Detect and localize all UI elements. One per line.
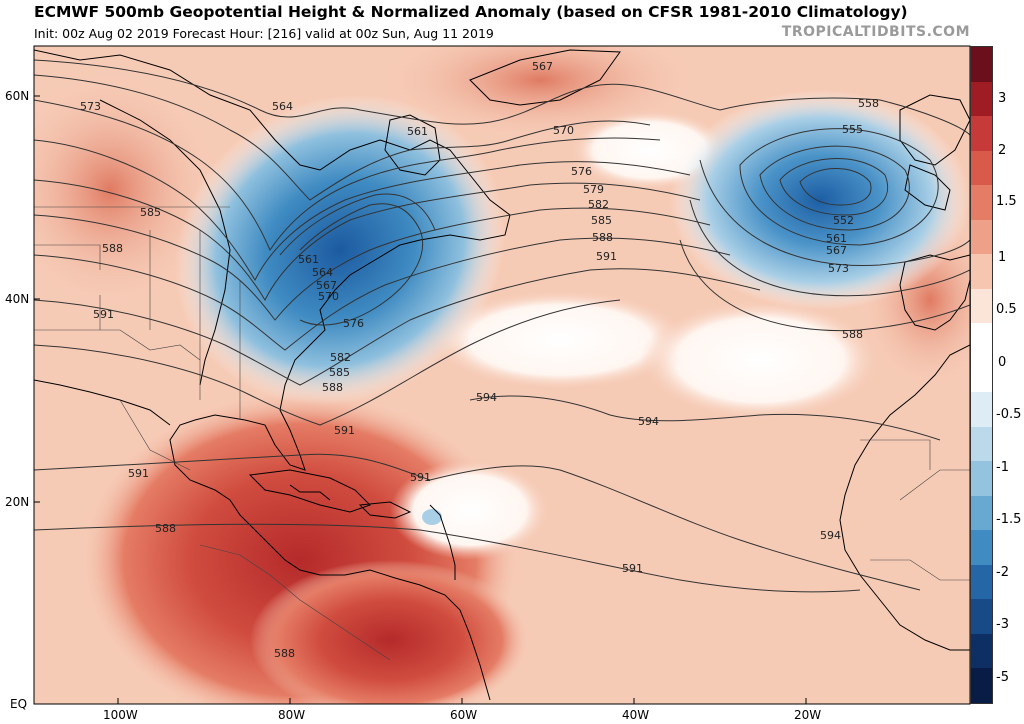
contour-label: 594 (820, 529, 841, 542)
colorbar-label-neg2: -2 (996, 565, 1009, 580)
contour-label: 573 (80, 100, 101, 113)
contour-label: 558 (858, 97, 879, 110)
colorbar-segment (971, 564, 992, 600)
contour-label: 567 (826, 244, 847, 257)
colorbar-label-neg5: -5 (996, 670, 1009, 685)
colorbar-segment (971, 633, 992, 669)
lon-label-60w: 60W (450, 708, 478, 722)
contour-label: 585 (329, 366, 350, 379)
lon-label-100w: 100W (103, 708, 138, 722)
contour-label: 555 (842, 123, 863, 136)
colorbar-segment (971, 288, 992, 324)
contour-label: 588 (592, 231, 613, 244)
lat-label-60n: 60N (5, 89, 30, 103)
colorbar-segment (971, 81, 992, 117)
colorbar-segment (971, 219, 992, 255)
contour-label: 561 (407, 125, 428, 138)
coastlines (34, 49, 970, 701)
colorbar-label-1: 1 (998, 250, 1007, 265)
colorbar-segment (971, 150, 992, 186)
colorbar-segment (971, 392, 992, 428)
colorbar-label-0.5: 0.5 (996, 302, 1017, 317)
colorbar-label-0: 0 (998, 355, 1007, 370)
contour-label: 561 (298, 253, 319, 266)
colorbar-label-1.5: 1.5 (996, 194, 1017, 209)
small-blue-spot (422, 509, 442, 525)
lon-label-80w: 80W (278, 708, 306, 722)
colorbar-label-neg1.5: -1.5 (996, 512, 1022, 527)
contour-label: 591 (596, 250, 617, 263)
contour-label: 570 (553, 124, 574, 137)
contour-label: 591 (410, 471, 431, 484)
colorbar (970, 46, 993, 704)
neutral-area-central (430, 290, 690, 390)
contour-label: 591 (622, 562, 643, 575)
colorbar-label-3: 3 (998, 91, 1007, 106)
contour-label: 594 (638, 415, 659, 428)
lat-label-eq: EQ (10, 697, 28, 711)
contour-label: 576 (343, 317, 364, 330)
colorbar-segment (971, 530, 992, 566)
contour-label: 570 (318, 290, 339, 303)
colorbar-segment (971, 599, 992, 635)
colorbar-segment (971, 254, 992, 290)
contour-label: 579 (583, 183, 604, 196)
colorbar-label-neg1: -1 (996, 460, 1009, 475)
contour-label: 591 (93, 308, 114, 321)
colorbar-segment (971, 668, 992, 704)
subtitle: Init: 00z Aug 02 2019 Forecast Hour: [21… (34, 26, 494, 41)
contour-label: 567 (532, 60, 553, 73)
contour-label: 585 (140, 206, 161, 219)
contour-label: 561 (826, 232, 847, 245)
colorbar-segment (971, 116, 992, 152)
trough-eastern-atlantic (670, 90, 970, 310)
contour-label: 564 (312, 266, 333, 279)
colorbar-segment (971, 357, 992, 393)
contour-label: 588 (842, 328, 863, 341)
colorbar-label-neg0.5: -0.5 (996, 407, 1022, 422)
colorbar-segment (971, 47, 992, 83)
colorbar-segment (971, 426, 992, 462)
contour-label: 576 (571, 165, 592, 178)
contour-label: 591 (334, 424, 355, 437)
contour-label: 591 (128, 467, 149, 480)
title: ECMWF 500mb Geopotential Height & Normal… (34, 3, 908, 21)
contour-label: 588 (155, 522, 176, 535)
contour-label: 588 (102, 242, 123, 255)
lon-label-20w: 20W (794, 708, 822, 722)
contour-label: 594 (476, 391, 497, 404)
lat-label-40n: 40N (5, 292, 30, 306)
warm-anomaly-west (34, 70, 220, 310)
contour-label: 567 (316, 279, 337, 292)
contour-label: 585 (591, 214, 612, 227)
colorbar-segment (971, 495, 992, 531)
neutral-area-south (390, 460, 550, 560)
contour-label: 564 (272, 100, 293, 113)
colorbar-segment (971, 323, 992, 359)
contour-labels: 573 5645675615585555525705765795825855885… (80, 60, 879, 660)
colorbar-label-neg3: -3 (996, 617, 1009, 632)
contour-label: 552 (833, 214, 854, 227)
colorbar-segment (971, 461, 992, 497)
colorbar-segment (971, 185, 992, 221)
contour-label: 588 (322, 381, 343, 394)
contour-label: 582 (588, 198, 609, 211)
lon-label-40w: 40W (622, 708, 650, 722)
warm-anomaly-southamerica (250, 560, 530, 704)
contour-label: 588 (274, 647, 295, 660)
contour-label: 573 (828, 262, 849, 275)
colorbar-label-2: 2 (998, 143, 1007, 158)
height-contours (34, 59, 970, 593)
land-borders (34, 206, 970, 661)
brand-watermark: TROPICALTIDBITS.COM (781, 24, 970, 40)
lat-label-20n: 20N (5, 495, 30, 509)
contour-label: 582 (330, 351, 351, 364)
